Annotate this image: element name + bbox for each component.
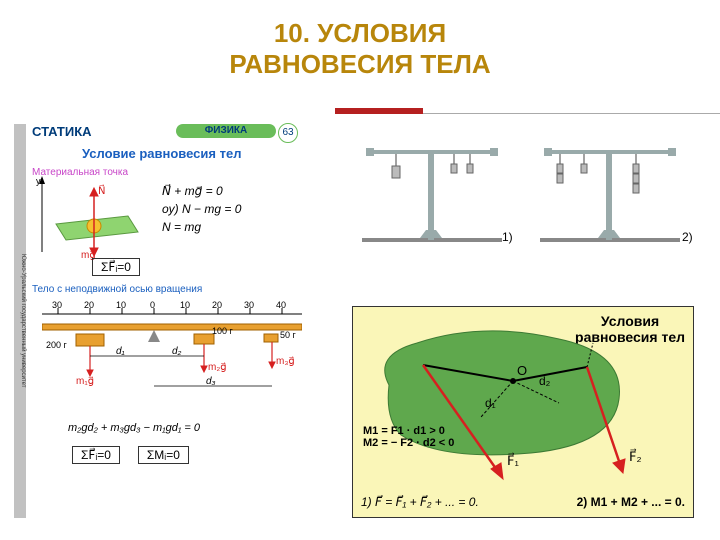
point-equations: N⃗ + mg⃗ = 0oy) N − mg = 0N = mg [162, 182, 241, 236]
gray-rule [423, 113, 720, 114]
moment-inequalities: M1 = F1 · d1 > 0M2 = − F2 · d2 < 0 [363, 425, 454, 449]
svg-text:d₁: d₁ [485, 396, 496, 410]
red-underline [335, 108, 423, 114]
ruler-scale: 30 20 10 0 10 20 30 40 [42, 300, 302, 316]
svg-text:m₃g⃗: m₃g⃗ [276, 356, 295, 367]
svg-text:100 г: 100 г [212, 326, 234, 336]
svg-text:d₁: d₁ [116, 346, 125, 357]
svg-text:F⃗₂: F⃗₂ [629, 449, 642, 464]
svg-text:N⃗: N⃗ [98, 184, 105, 197]
statics-card: Южно-Уральский государственный университ… [32, 124, 322, 520]
moment-equation: m₂gd₂ + m₃gd₃ − m₁gd₁ = 0 [68, 422, 200, 434]
card-header-static: СТАТИКА [32, 124, 92, 139]
svg-text:m₁g⃗: m₁g⃗ [76, 376, 94, 387]
svg-text:m₂g⃗: m₂g⃗ [208, 362, 227, 373]
page-title: 10. УСЛОВИЯРАВНОВЕСИЯ ТЕЛА [0, 0, 720, 80]
sigma-boxes: ΣF⃗ᵢ=0ΣMᵢ=0 [72, 448, 207, 462]
card-subject-pill: ФИЗИКА [176, 124, 276, 138]
card-number: 63 [278, 123, 298, 143]
svg-text:200 г: 200 г [46, 340, 68, 350]
material-point-diagram: y N⃗ mg⃗ [36, 176, 142, 260]
svg-text:50 г: 50 г [280, 330, 297, 340]
card-subtitle: Условие равновесия тел [82, 146, 241, 161]
conditions-footer: 1) F⃗ = F⃗₁ + F⃗₂ + ... = 0. 2) M1 + M2 … [361, 495, 685, 509]
fixed-axis-label: Тело с неподвижной осью вращения [32, 284, 202, 295]
lever-diagram: 200 г 100 г 50 г m₁g⃗ m₂g⃗ m₃g⃗ d₁ d₂ d₃ [42, 320, 302, 410]
svg-text:y: y [36, 176, 41, 186]
svg-text:d₃: d₃ [206, 376, 216, 387]
conditions-panel: Условияравновесия тел O d₁ d₂ F⃗₁ F⃗₂ M1… [352, 306, 694, 518]
svg-text:F⃗₁: F⃗₁ [507, 453, 519, 468]
svg-text:d₂: d₂ [172, 346, 182, 357]
svg-text:d₂: d₂ [539, 374, 551, 388]
scale-1 [352, 130, 512, 250]
svg-text:O: O [517, 363, 527, 378]
sigma-F-box: ΣF⃗ᵢ=0 [92, 258, 140, 276]
scale-2 [530, 130, 690, 250]
publisher-sidebar: Южно-Уральский государственный университ… [14, 124, 26, 518]
balance-scales-panel: 1) 2) [352, 130, 692, 260]
body-force-diagram: O d₁ d₂ F⃗₁ F⃗₂ [363, 325, 683, 485]
